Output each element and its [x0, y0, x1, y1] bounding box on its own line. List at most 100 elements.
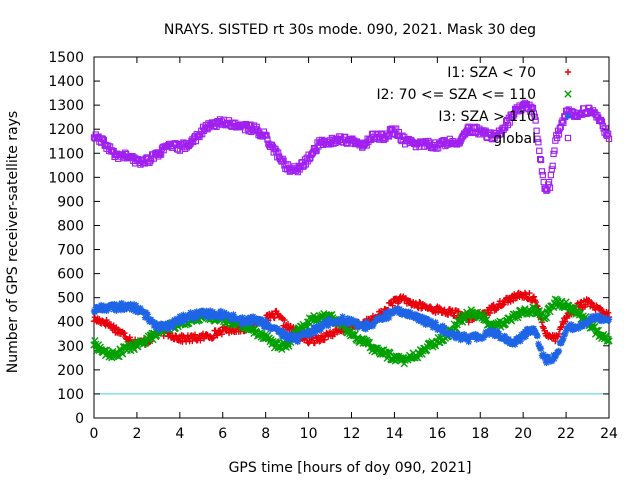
- data-point: [281, 316, 288, 324]
- data-point: [339, 313, 346, 320]
- data-point: [190, 312, 197, 319]
- data-point: [306, 338, 313, 345]
- data-point: [105, 305, 112, 313]
- data-point: [537, 156, 545, 164]
- data-point: [511, 341, 519, 348]
- data-point: [486, 309, 494, 317]
- data-point: [553, 351, 560, 359]
- data-point: [424, 316, 431, 323]
- data-point: [99, 135, 107, 143]
- data-point: [255, 319, 262, 327]
- data-point: [209, 308, 217, 315]
- data-point: [555, 131, 563, 138]
- y-tick-label: 1400: [48, 74, 84, 90]
- data-point: [363, 338, 372, 346]
- data-point: [558, 323, 565, 330]
- data-point: [452, 335, 460, 342]
- data-point: [174, 319, 182, 327]
- legend-marker: [564, 68, 572, 76]
- data-point: [570, 326, 578, 333]
- data-point: [363, 142, 370, 149]
- data-point: [551, 355, 558, 362]
- data-point: [605, 135, 613, 142]
- y-tick-label: 1300: [48, 98, 84, 114]
- y-tick-label: 100: [57, 387, 84, 403]
- data-point: [115, 301, 123, 308]
- data-point: [167, 320, 175, 327]
- data-point: [558, 339, 565, 346]
- data-point: [292, 334, 300, 342]
- data-point: [156, 326, 163, 334]
- data-point: [268, 310, 276, 317]
- data-point: [324, 320, 331, 328]
- data-point: [354, 324, 361, 331]
- data-point: [199, 307, 207, 315]
- data-point: [522, 290, 530, 298]
- data-point: [258, 316, 266, 323]
- data-point: [219, 314, 226, 321]
- data-point: [548, 166, 555, 173]
- data-point: [561, 318, 569, 325]
- data-point: [262, 317, 269, 325]
- data-point: [369, 322, 377, 330]
- data-point: [412, 315, 420, 322]
- data-point: [530, 293, 538, 300]
- data-point: [97, 301, 105, 309]
- data-point: [313, 147, 320, 154]
- y-tick-label: 600: [57, 267, 84, 283]
- data-point: [399, 132, 406, 139]
- data-point: [290, 331, 297, 338]
- data-point: [560, 335, 567, 342]
- data-point: [527, 329, 534, 337]
- data-point: [253, 315, 260, 322]
- data-point: [555, 330, 563, 338]
- data-point: [416, 299, 423, 306]
- data-point: [594, 326, 602, 335]
- data-point: [596, 304, 604, 312]
- data-point: [191, 331, 199, 338]
- data-point: [502, 333, 509, 341]
- data-point: [522, 333, 530, 340]
- data-point: [553, 134, 561, 142]
- data-point: [531, 113, 538, 120]
- legend-label: I2: 70 <= SZA <= 110: [376, 87, 536, 103]
- chart-title: NRAYS. SISTED rt 30s mode. 090, 2021. Ma…: [164, 22, 536, 38]
- legend-label: I3: SZA > 110: [438, 109, 536, 125]
- x-tick-label: 12: [343, 426, 361, 442]
- data-point: [582, 301, 589, 308]
- data-point: [420, 314, 428, 321]
- data-point: [103, 316, 110, 324]
- data-point: [169, 324, 176, 331]
- data-point: [535, 139, 542, 146]
- data-point: [537, 345, 545, 353]
- data-point: [121, 329, 128, 337]
- data-point: [218, 330, 226, 338]
- data-point: [510, 112, 517, 119]
- data-point: [545, 353, 552, 361]
- x-tick-label: 8: [261, 426, 270, 442]
- data-point: [537, 155, 544, 163]
- data-point: [531, 304, 539, 312]
- data-point: [461, 335, 469, 343]
- data-point: [144, 311, 151, 318]
- legend: I1: SZA < 70 I2: 70 <= SZA <= 110 I3: SZA …: [376, 65, 572, 147]
- axis-ticks-layer: 0 2 4 6 8 10 12 14 16 18 20 22 240100200300400500600…: [48, 50, 618, 442]
- data-point: [359, 320, 367, 328]
- series-i3: [90, 299, 613, 367]
- data-point: [99, 306, 107, 314]
- data-point: [532, 117, 539, 124]
- data-point: [539, 171, 546, 179]
- data-point: [259, 318, 267, 326]
- y-tick-label: 400: [57, 315, 84, 331]
- data-point: [515, 333, 522, 341]
- data-point: [598, 118, 605, 125]
- x-tick-label: 22: [557, 426, 575, 442]
- y-tick-label: 1500: [48, 50, 84, 66]
- data-point: [265, 320, 272, 328]
- data-point: [110, 306, 117, 313]
- data-point: [426, 303, 434, 310]
- y-tick-label: 900: [57, 194, 84, 210]
- data-point: [395, 128, 403, 136]
- data-point: [560, 119, 567, 127]
- y-tick-label: 1000: [48, 170, 84, 186]
